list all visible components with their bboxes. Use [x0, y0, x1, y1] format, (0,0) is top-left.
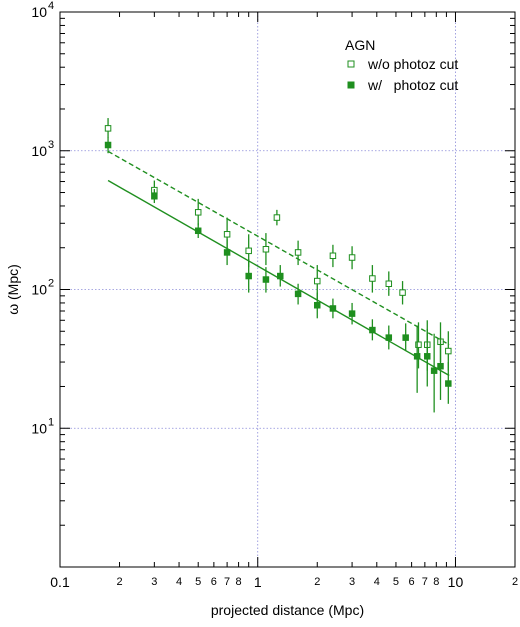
y-tick-label: 10: [31, 282, 47, 298]
y-tick-label-exponent: 1: [48, 416, 54, 428]
data-point-open-square: [294, 249, 302, 256]
x-minor-tick-label: 7: [422, 576, 428, 588]
x-minor-tick-label: 5: [393, 576, 399, 588]
data-point-filled-square: [348, 310, 356, 317]
data-point-filled-square: [329, 305, 337, 312]
data-point-filled-square: [314, 301, 321, 309]
data-point-filled-square: [294, 290, 302, 298]
data-point-filled-square: [413, 353, 421, 360]
legend-title: AGN: [345, 37, 375, 53]
legend-label-with-photoz-cut: w/ photoz cut: [367, 77, 458, 93]
data-point-filled-square: [151, 192, 158, 200]
data-point-filled-square: [402, 334, 409, 341]
data-point-open-square: [223, 231, 231, 238]
axis-ticks: [59, 11, 516, 568]
data-point-open-square: [415, 341, 422, 348]
data-point-open-square: [104, 125, 112, 132]
data-point-open-square: [194, 209, 202, 216]
legend: AGN w/o photoz cut w/ photoz cut: [345, 37, 458, 93]
x-minor-tick-label: 3: [349, 576, 355, 588]
y-tick-label: 10: [31, 4, 47, 20]
legend-marker-open-square: [347, 60, 355, 68]
legend-label-without-photoz-cut: w/o photoz cut: [367, 56, 458, 72]
y-tick-label: 10: [31, 143, 47, 159]
data-point-filled-square: [445, 380, 452, 387]
data-point-open-square: [385, 280, 393, 288]
y-tick-label-exponent: 2: [48, 278, 54, 290]
y-tick-label-exponent: 4: [48, 0, 54, 12]
x-minor-tick-label: 6: [211, 576, 217, 588]
data-point-open-square: [314, 277, 321, 285]
data-point-open-square: [262, 246, 270, 253]
data-point-open-square: [329, 252, 337, 260]
x-minor-tick-label: 7: [224, 576, 230, 588]
y-axis-title: ω (Mpc): [5, 264, 21, 315]
data-points: [104, 118, 452, 413]
grid-lines: [60, 12, 515, 567]
data-point-open-square: [369, 275, 376, 282]
data-point-filled-square: [104, 141, 112, 149]
x-minor-tick-label: 4: [176, 576, 182, 588]
x-tick-label: 10: [448, 574, 464, 590]
x-minor-tick-label: 8: [433, 576, 439, 588]
y-tick-label: 10: [31, 420, 47, 436]
data-point-open-square: [445, 347, 452, 355]
data-point-filled-square: [437, 362, 444, 370]
data-point-open-square: [273, 214, 281, 221]
x-axis-title: projected distance (Mpc): [211, 602, 364, 618]
data-point-filled-square: [277, 272, 284, 280]
x-minor-tick-label: 3: [151, 576, 157, 588]
data-point-filled-square: [262, 276, 270, 283]
y-tick-label-exponent: 3: [48, 139, 54, 151]
x-tick-label: 0.1: [50, 574, 70, 590]
series-0: [104, 118, 452, 371]
x-minor-tick-label: 2: [116, 576, 122, 588]
data-point-filled-square: [424, 353, 431, 360]
x-minor-tick-label: 6: [409, 576, 415, 588]
data-point-filled-square: [223, 249, 231, 256]
data-point-filled-square: [430, 367, 438, 374]
x-minor-tick-label: 5: [195, 576, 201, 588]
data-point-filled-square: [385, 334, 393, 341]
x-tick-label: 1: [254, 574, 262, 590]
data-point-filled-square: [245, 272, 252, 280]
x-minor-tick-label: 4: [374, 576, 380, 588]
x-minor-tick-label: 2: [314, 576, 320, 588]
legend-marker-filled-square: [347, 81, 355, 89]
series-1: [104, 137, 452, 413]
data-point-filled-square: [369, 326, 376, 334]
data-point-filled-square: [194, 227, 202, 235]
x-minor-tick-label: 8: [236, 576, 242, 588]
fit-line-without-photoz-cut: [107, 150, 450, 346]
data-point-open-square: [399, 289, 406, 296]
fit-lines: [107, 150, 450, 377]
data-point-open-square: [348, 254, 356, 261]
x-minor-tick-label: 2: [512, 576, 518, 588]
data-point-open-square: [245, 247, 252, 255]
